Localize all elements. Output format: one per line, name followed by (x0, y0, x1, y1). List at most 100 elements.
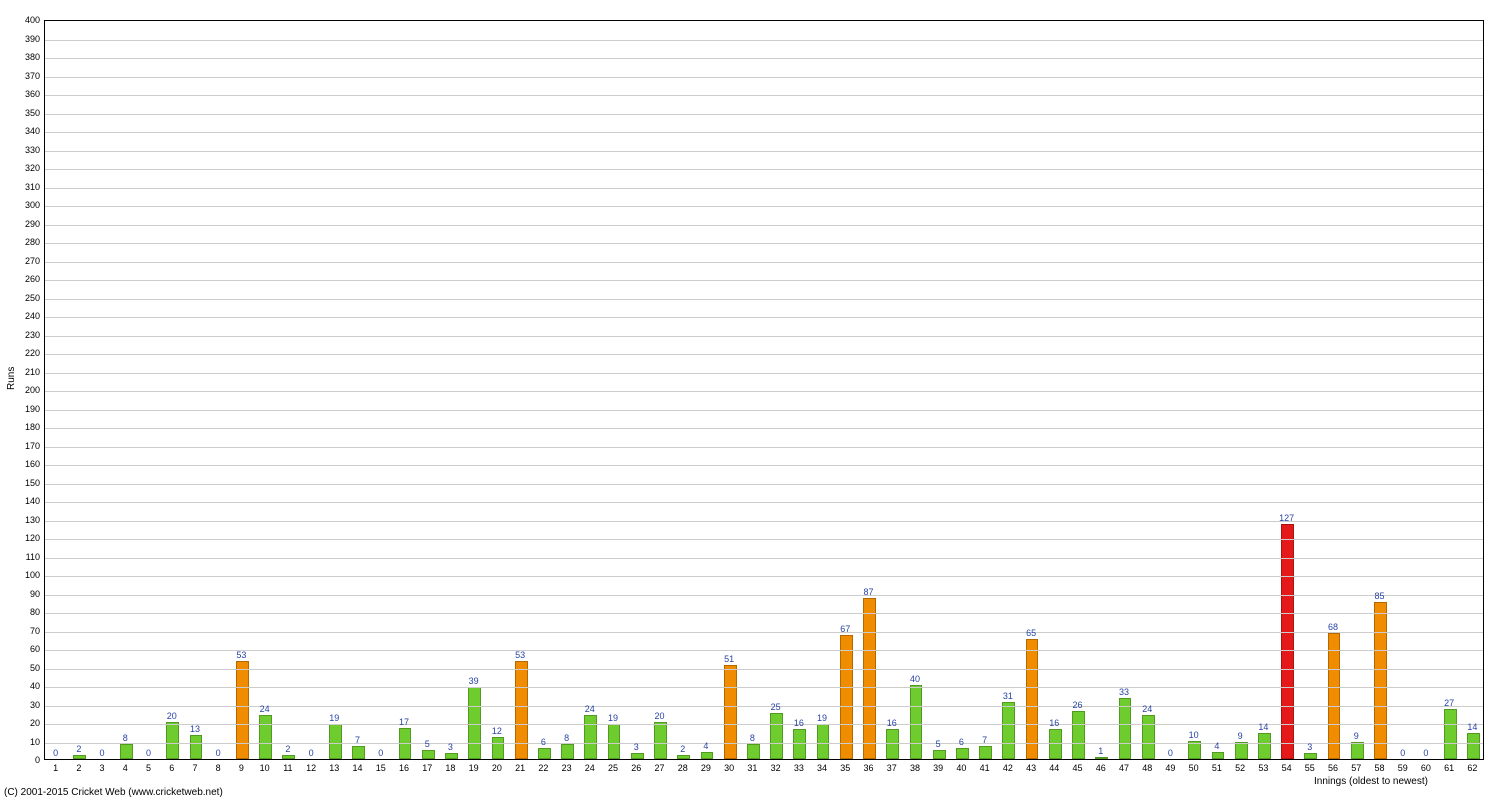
x-tick-label: 24 (585, 763, 595, 773)
gridline (45, 77, 1483, 78)
bar (979, 746, 992, 759)
x-tick-label: 62 (1467, 763, 1477, 773)
y-tick-label: 370 (10, 71, 40, 81)
gridline (45, 484, 1483, 485)
gridline (45, 95, 1483, 96)
x-tick-label: 35 (840, 763, 850, 773)
y-tick-label: 40 (10, 681, 40, 691)
bar-value-label: 8 (564, 733, 569, 743)
bar-value-label: 40 (910, 674, 920, 684)
bar (840, 635, 853, 759)
bar-value-label: 8 (123, 733, 128, 743)
bar-value-label: 19 (608, 713, 618, 723)
gridline (45, 317, 1483, 318)
x-tick-label: 17 (422, 763, 432, 773)
bar (259, 715, 272, 759)
bar (166, 722, 179, 759)
bar (770, 713, 783, 759)
bar-value-label: 65 (1026, 628, 1036, 638)
y-tick-label: 400 (10, 15, 40, 25)
x-tick-label: 36 (864, 763, 874, 773)
gridline (45, 40, 1483, 41)
gridline (45, 114, 1483, 115)
y-tick-label: 360 (10, 89, 40, 99)
bar-value-label: 5 (425, 739, 430, 749)
gridline (45, 669, 1483, 670)
y-tick-label: 320 (10, 163, 40, 173)
bar (445, 753, 458, 759)
gridline (45, 354, 1483, 355)
x-tick-label: 5 (146, 763, 151, 773)
gridline (45, 447, 1483, 448)
y-tick-label: 390 (10, 34, 40, 44)
x-tick-label: 18 (445, 763, 455, 773)
gridline (45, 465, 1483, 466)
x-tick-label: 16 (399, 763, 409, 773)
gridline (45, 151, 1483, 152)
y-tick-label: 380 (10, 52, 40, 62)
y-tick-label: 190 (10, 404, 40, 414)
bar-value-label: 0 (1423, 748, 1428, 758)
bar-value-label: 0 (146, 748, 151, 758)
bar-value-label: 0 (378, 748, 383, 758)
bar (561, 744, 574, 759)
bar-value-label: 127 (1279, 513, 1294, 523)
bar (422, 750, 435, 759)
bar (1212, 752, 1225, 759)
gridline (45, 58, 1483, 59)
x-tick-label: 8 (216, 763, 221, 773)
gridline (45, 595, 1483, 596)
bar (1351, 742, 1364, 759)
bar (1258, 733, 1271, 759)
bar (1072, 711, 1085, 759)
bar (1467, 733, 1480, 759)
bar-value-label: 6 (541, 737, 546, 747)
bar (515, 661, 528, 759)
x-tick-label: 40 (956, 763, 966, 773)
bar-value-label: 3 (1307, 742, 1312, 752)
bar-value-label: 4 (703, 741, 708, 751)
y-tick-label: 50 (10, 663, 40, 673)
gridline (45, 410, 1483, 411)
bar-value-label: 3 (634, 742, 639, 752)
bar-value-label: 9 (1238, 731, 1243, 741)
bar-value-label: 0 (53, 748, 58, 758)
y-tick-label: 250 (10, 293, 40, 303)
gridline (45, 262, 1483, 263)
bar-value-label: 67 (840, 624, 850, 634)
bar (1142, 715, 1155, 759)
bar-value-label: 16 (887, 718, 897, 728)
gridline (45, 206, 1483, 207)
y-tick-label: 20 (10, 718, 40, 728)
gridline (45, 225, 1483, 226)
bar-value-label: 26 (1073, 700, 1083, 710)
bar (654, 722, 667, 759)
y-tick-label: 110 (10, 552, 40, 562)
y-tick-label: 300 (10, 200, 40, 210)
gridline (45, 743, 1483, 744)
gridline (45, 280, 1483, 281)
bar (608, 724, 621, 759)
bar (282, 755, 295, 759)
y-tick-label: 310 (10, 182, 40, 192)
gridline (45, 632, 1483, 633)
x-tick-label: 51 (1212, 763, 1222, 773)
x-tick-label: 9 (239, 763, 244, 773)
y-tick-label: 70 (10, 626, 40, 636)
x-tick-label: 49 (1165, 763, 1175, 773)
runs-by-innings-chart: 0102030405060708090100110120130140150160… (0, 0, 1500, 800)
gridline (45, 336, 1483, 337)
x-tick-label: 56 (1328, 763, 1338, 773)
x-tick-label: 19 (469, 763, 479, 773)
y-tick-label: 130 (10, 515, 40, 525)
bar-value-label: 31 (1003, 691, 1013, 701)
bar (1328, 633, 1341, 759)
x-tick-label: 61 (1444, 763, 1454, 773)
bar-value-label: 68 (1328, 622, 1338, 632)
bar-value-label: 12 (492, 726, 502, 736)
x-tick-label: 10 (260, 763, 270, 773)
bar-value-label: 10 (1189, 730, 1199, 740)
y-tick-label: 340 (10, 126, 40, 136)
bar (956, 748, 969, 759)
bar-value-label: 7 (982, 735, 987, 745)
